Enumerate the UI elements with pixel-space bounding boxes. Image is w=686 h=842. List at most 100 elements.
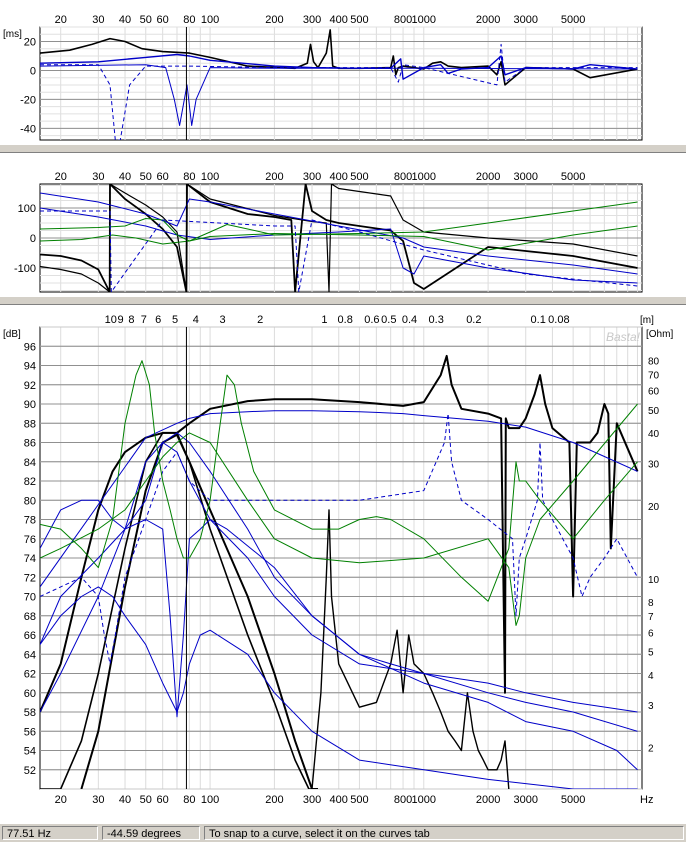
- y-tick-label: 74: [24, 553, 36, 565]
- spl-impedance-chart[interactable]: 5254565860626466687072747678808284868890…: [0, 305, 686, 823]
- x-tick-label: 3000: [513, 794, 537, 806]
- top-axis-tick-label: 7: [141, 314, 147, 326]
- y2-tick-label: 30: [648, 459, 660, 470]
- x-tick-label: 60: [157, 171, 169, 183]
- x-tick-label: 400: [330, 794, 348, 806]
- y2-tick-label: 7: [648, 612, 654, 623]
- series-line-5: [40, 519, 638, 732]
- series-line-7: [40, 586, 638, 789]
- y-tick-label: 78: [24, 515, 36, 527]
- y-tick-label: 0: [30, 65, 36, 77]
- top-axis-tick-label: 3: [219, 314, 225, 326]
- panel-splitter-1[interactable]: [0, 144, 686, 153]
- x-tick-label: 40: [119, 171, 131, 183]
- series-line-9: [40, 413, 638, 665]
- x-tick-label: 5000: [561, 14, 585, 26]
- y-tick-label: -100: [14, 263, 36, 275]
- top-axis-tick-label: 10: [105, 314, 117, 326]
- x-tick-label: 1000: [412, 171, 436, 183]
- series-line-2: [40, 192, 638, 275]
- y-tick-label: 68: [24, 611, 36, 623]
- x-tick-label: 60: [157, 794, 169, 806]
- x-tick-label: 80: [183, 171, 195, 183]
- top-axis-tick-label: 0.2: [466, 314, 481, 326]
- status-angle: -44.59 degrees: [102, 826, 200, 840]
- x-tick-label: 30: [92, 171, 104, 183]
- y-tick-label: 96: [24, 341, 36, 353]
- series-line-6: [40, 442, 638, 713]
- x-tick-label: 30: [92, 794, 104, 806]
- series-line-8: [40, 410, 638, 588]
- y-axis-label: [ms]: [3, 29, 22, 40]
- x-tick-label: 500: [350, 794, 368, 806]
- y-tick-label: 76: [24, 534, 36, 546]
- x-tick-label: 40: [119, 14, 131, 26]
- series-group: [40, 354, 639, 789]
- series-group: [40, 29, 638, 140]
- x-tick-label: 20: [55, 794, 67, 806]
- series-line-6: [40, 210, 638, 292]
- x-tick-label: 80: [183, 14, 195, 26]
- x-tick-label: 50: [140, 14, 152, 26]
- series-line-5: [40, 225, 638, 251]
- x-tick-label: 5000: [561, 794, 585, 806]
- y2-tick-label: 3: [648, 701, 654, 712]
- top-axis-tick-label: 9: [117, 314, 123, 326]
- y2-tick-label: 10: [648, 575, 660, 586]
- panel-splitter-2[interactable]: [0, 296, 686, 305]
- top-axis-tick-label: 6: [155, 314, 161, 326]
- x-tick-label: 500: [350, 14, 368, 26]
- y-tick-label: 54: [24, 746, 36, 758]
- y-tick-label: 56: [24, 726, 36, 738]
- x-tick-label: 100: [201, 794, 219, 806]
- top-axis-unit: [m]: [640, 315, 654, 326]
- group-delay-chart[interactable]: 200-20-40[ms]20 30 40 50 60 80 100 200 300 400 500…: [0, 0, 686, 144]
- y-tick-label: 94: [24, 361, 36, 373]
- y-tick-label: 86: [24, 438, 36, 450]
- y-tick-label: 62: [24, 669, 36, 681]
- x-tick-label: 5000: [561, 171, 585, 183]
- x-tick-label: 300: [303, 794, 321, 806]
- x-tick-label: 200: [265, 171, 283, 183]
- top-axis-tick-label: 8: [128, 314, 134, 326]
- y-tick-label: 100: [18, 203, 36, 215]
- series-line-0: [40, 354, 639, 713]
- x-tick-label: 100: [201, 14, 219, 26]
- top-axis-tick-label: 0.1: [531, 314, 546, 326]
- x-tick-label: 50: [140, 794, 152, 806]
- x-tick-label: 60: [157, 14, 169, 26]
- y2-tick-label: 70: [648, 370, 660, 381]
- top-axis-tick-label: 0.4: [402, 314, 417, 326]
- top-axis-tick-label: 4: [193, 314, 199, 326]
- x-tick-label: 80: [183, 794, 195, 806]
- y2-tick-label: 60: [648, 387, 660, 398]
- series-line-4: [40, 201, 638, 242]
- x-tick-label: 2000: [476, 794, 500, 806]
- x-tick-label: 800: [394, 14, 412, 26]
- x-tick-label: 100: [201, 171, 219, 183]
- y-tick-label: 66: [24, 630, 36, 642]
- top-axis-tick-label: 1: [321, 314, 327, 326]
- top-axis-tick-label: 0.5: [381, 314, 396, 326]
- top-axis-tick-label: 2: [257, 314, 263, 326]
- y2-tick-label: 40: [648, 429, 660, 440]
- y-tick-label: 90: [24, 399, 36, 411]
- x-tick-label: 2000: [476, 171, 500, 183]
- x-tick-label: 800: [394, 794, 412, 806]
- y-tick-label: 70: [24, 592, 36, 604]
- x-tick-label: 40: [119, 794, 131, 806]
- y2-tick-label: 6: [648, 628, 654, 639]
- series-line-10: [40, 360, 638, 602]
- x-tick-label: 20: [55, 171, 67, 183]
- y-tick-label: -20: [20, 94, 36, 106]
- y-tick-label: 64: [24, 649, 36, 661]
- series-line-3: [311, 509, 510, 789]
- series-line-1: [40, 184, 638, 292]
- y-tick-label: 72: [24, 572, 36, 584]
- y2-tick-label: 2: [648, 744, 654, 755]
- top-axis-tick-label: 0.6: [364, 314, 379, 326]
- x-tick-label: 1000: [412, 794, 436, 806]
- series-line-2: [40, 43, 638, 140]
